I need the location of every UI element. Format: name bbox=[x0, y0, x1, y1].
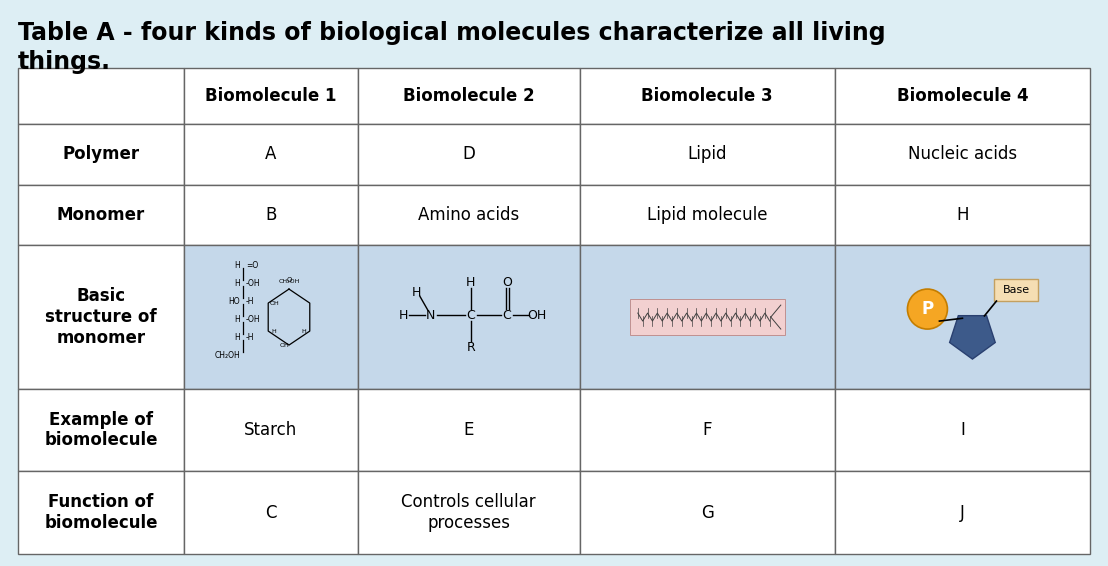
Text: Basic
structure of
monomer: Basic structure of monomer bbox=[45, 288, 157, 347]
Bar bbox=[579, 471, 834, 554]
Text: J: J bbox=[960, 504, 965, 522]
Text: Starch: Starch bbox=[245, 421, 298, 439]
Text: H: H bbox=[466, 276, 475, 289]
Bar bbox=[18, 68, 184, 124]
Bar bbox=[834, 389, 1090, 471]
Text: Amino acids: Amino acids bbox=[418, 206, 520, 224]
Bar bbox=[184, 68, 358, 124]
Text: G: G bbox=[701, 504, 714, 522]
Text: OH: OH bbox=[280, 342, 290, 348]
Bar bbox=[358, 68, 579, 124]
Text: N: N bbox=[427, 308, 435, 321]
Bar bbox=[184, 124, 358, 185]
Bar bbox=[834, 124, 1090, 185]
Text: CH₂OH: CH₂OH bbox=[278, 278, 299, 284]
Bar bbox=[579, 68, 834, 124]
Bar bbox=[18, 471, 184, 554]
Text: OH: OH bbox=[269, 301, 279, 306]
Bar bbox=[358, 471, 579, 554]
Bar bbox=[834, 185, 1090, 246]
Text: =O: =O bbox=[246, 260, 258, 269]
Bar bbox=[184, 185, 358, 246]
Text: O: O bbox=[502, 276, 512, 289]
Text: F: F bbox=[702, 421, 712, 439]
Bar bbox=[579, 185, 834, 246]
Bar bbox=[358, 389, 579, 471]
Bar bbox=[18, 246, 184, 389]
Bar bbox=[579, 124, 834, 185]
Text: Biomolecule 2: Biomolecule 2 bbox=[403, 87, 534, 105]
Circle shape bbox=[907, 289, 947, 329]
Text: H: H bbox=[234, 315, 240, 324]
Bar bbox=[834, 68, 1090, 124]
Bar bbox=[18, 185, 184, 246]
Text: I: I bbox=[960, 421, 965, 439]
Text: O: O bbox=[286, 277, 291, 283]
Bar bbox=[629, 299, 784, 335]
Polygon shape bbox=[950, 316, 995, 359]
Bar bbox=[834, 246, 1090, 389]
Text: CH₂OH: CH₂OH bbox=[214, 350, 240, 359]
Text: Biomolecule 1: Biomolecule 1 bbox=[205, 87, 337, 105]
Bar bbox=[184, 471, 358, 554]
Bar bbox=[995, 279, 1038, 301]
Text: Polymer: Polymer bbox=[62, 145, 140, 163]
Bar bbox=[18, 124, 184, 185]
Text: E: E bbox=[463, 421, 474, 439]
Bar bbox=[358, 124, 579, 185]
Text: C: C bbox=[265, 504, 277, 522]
Text: OH: OH bbox=[527, 308, 546, 321]
Bar bbox=[579, 246, 834, 389]
Text: H: H bbox=[956, 206, 968, 224]
Bar bbox=[184, 389, 358, 471]
Bar bbox=[184, 246, 358, 389]
Text: Lipid: Lipid bbox=[688, 145, 727, 163]
Text: things.: things. bbox=[18, 50, 111, 74]
Text: -OH: -OH bbox=[246, 278, 260, 288]
Text: B: B bbox=[265, 206, 277, 224]
Bar bbox=[358, 185, 579, 246]
Text: A: A bbox=[265, 145, 277, 163]
Text: H: H bbox=[301, 329, 306, 333]
Text: HO: HO bbox=[228, 297, 240, 306]
Text: Base: Base bbox=[1003, 285, 1030, 295]
Text: H: H bbox=[234, 278, 240, 288]
Text: H: H bbox=[234, 260, 240, 269]
Bar bbox=[579, 389, 834, 471]
Text: R: R bbox=[466, 341, 475, 354]
Text: H: H bbox=[234, 333, 240, 341]
Text: -OH: -OH bbox=[246, 315, 260, 324]
Text: Table A - four kinds of biological molecules characterize all living: Table A - four kinds of biological molec… bbox=[18, 21, 885, 45]
Text: Function of
biomolecule: Function of biomolecule bbox=[44, 494, 157, 532]
Text: Biomolecule 4: Biomolecule 4 bbox=[896, 87, 1028, 105]
Text: H: H bbox=[412, 286, 421, 299]
Bar bbox=[18, 389, 184, 471]
Text: P: P bbox=[922, 300, 934, 318]
Bar bbox=[834, 471, 1090, 554]
Text: -H: -H bbox=[246, 297, 255, 306]
Text: Biomolecule 3: Biomolecule 3 bbox=[642, 87, 773, 105]
Text: Controls cellular
processes: Controls cellular processes bbox=[401, 494, 536, 532]
Text: Monomer: Monomer bbox=[57, 206, 145, 224]
Text: C: C bbox=[502, 308, 511, 321]
Text: Example of
biomolecule: Example of biomolecule bbox=[44, 411, 157, 449]
Text: H: H bbox=[399, 308, 409, 321]
Text: Lipid molecule: Lipid molecule bbox=[647, 206, 768, 224]
Text: C: C bbox=[466, 308, 475, 321]
Text: D: D bbox=[462, 145, 475, 163]
Text: Nucleic acids: Nucleic acids bbox=[907, 145, 1017, 163]
Text: -H: -H bbox=[246, 333, 255, 341]
Bar bbox=[358, 246, 579, 389]
Text: H: H bbox=[271, 329, 277, 333]
